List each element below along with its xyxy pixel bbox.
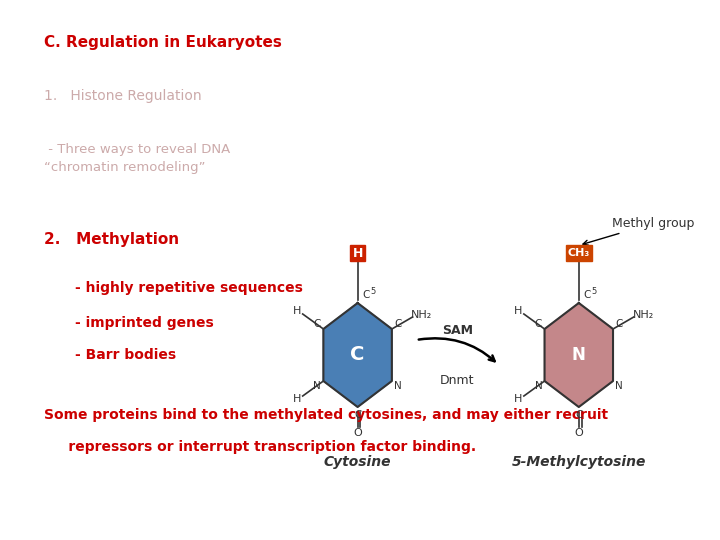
Text: Methyl group: Methyl group — [583, 217, 694, 245]
Text: C: C — [362, 290, 370, 300]
Text: O: O — [575, 428, 583, 438]
Text: - Three ways to reveal DNA
“chromatin remodeling”: - Three ways to reveal DNA “chromatin re… — [44, 143, 230, 174]
Text: H: H — [514, 394, 523, 404]
Text: NH₂: NH₂ — [632, 310, 654, 320]
Text: 2.   Methylation: 2. Methylation — [44, 232, 179, 247]
Text: H: H — [293, 306, 301, 316]
Text: N: N — [534, 381, 542, 390]
Bar — [350, 245, 365, 261]
Text: - highly repetitive sequences: - highly repetitive sequences — [75, 281, 302, 295]
Bar — [566, 245, 592, 261]
Text: - imprinted genes: - imprinted genes — [75, 316, 213, 330]
Text: C: C — [575, 410, 582, 420]
Text: N: N — [616, 381, 623, 390]
Text: Some proteins bind to the methylated cytosines, and may either recruit: Some proteins bind to the methylated cyt… — [44, 408, 608, 422]
Text: CH₃: CH₃ — [567, 248, 590, 259]
Text: H: H — [293, 394, 301, 404]
Text: C: C — [354, 410, 361, 420]
Text: H: H — [514, 306, 523, 316]
Text: C: C — [395, 319, 402, 329]
Text: SAM: SAM — [442, 323, 473, 336]
Text: 5-Methylcytosine: 5-Methylcytosine — [512, 455, 646, 469]
Text: - Barr bodies: - Barr bodies — [75, 348, 176, 362]
Text: O: O — [354, 428, 362, 438]
Polygon shape — [323, 303, 392, 407]
Text: 5: 5 — [591, 287, 596, 295]
Text: C: C — [351, 346, 365, 365]
Text: C: C — [584, 290, 591, 300]
Text: N: N — [313, 381, 321, 390]
Text: 5: 5 — [370, 287, 375, 295]
Text: 1.   Histone Regulation: 1. Histone Regulation — [44, 89, 202, 103]
Text: C. Regulation in Eukaryotes: C. Regulation in Eukaryotes — [44, 35, 282, 50]
Text: Cytosine: Cytosine — [324, 455, 392, 469]
Text: N: N — [394, 381, 402, 390]
Text: H: H — [352, 247, 363, 260]
Polygon shape — [544, 303, 613, 407]
Text: C: C — [535, 319, 542, 329]
Text: repressors or interrupt transcription factor binding.: repressors or interrupt transcription fa… — [44, 440, 476, 454]
Text: C: C — [314, 319, 321, 329]
Text: C: C — [616, 319, 623, 329]
Text: Dnmt: Dnmt — [440, 374, 474, 387]
Text: N: N — [572, 346, 586, 364]
Text: NH₂: NH₂ — [411, 310, 433, 320]
